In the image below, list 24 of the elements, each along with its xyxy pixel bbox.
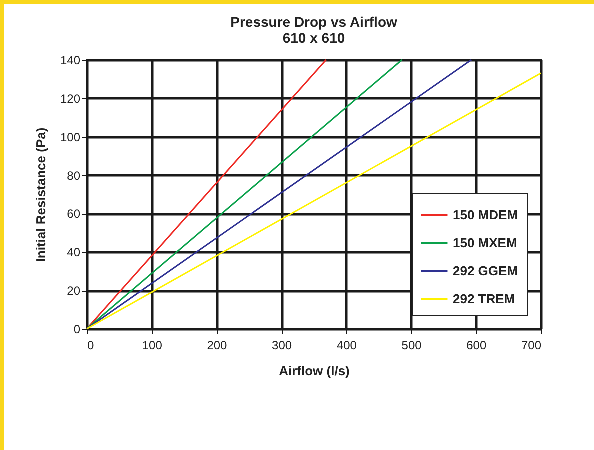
legend-label: 292 TREM	[453, 292, 516, 306]
legend-label: 150 MXEM	[453, 236, 518, 250]
y-tick-label: 80	[67, 168, 81, 183]
x-tick-label: 0	[88, 338, 94, 352]
x-tick-label: 700	[521, 338, 542, 352]
x-tick-label: 200	[207, 338, 228, 352]
x-axis-title: Airflow (l/s)	[279, 364, 350, 378]
legend-label: 150 MDEM	[453, 208, 518, 222]
y-tick-label: 100	[60, 130, 81, 144]
y-tick-label: 20	[67, 284, 81, 298]
y-tick-label: 140	[60, 54, 81, 68]
y-tick-label: 120	[60, 92, 81, 106]
x-tick-label: 400	[336, 338, 358, 352]
y-tick-label: 0	[74, 322, 81, 336]
chart-title: Pressure Drop vs Airflow	[230, 14, 398, 30]
x-tick-label: 500	[402, 338, 422, 352]
x-tick-label: 600	[466, 338, 487, 352]
x-tick-label: 300	[272, 338, 292, 352]
y-tick-label: 40	[67, 246, 81, 260]
y-axis-title: Initial Resistance (Pa)	[33, 128, 48, 262]
y-tick-label: 60	[67, 207, 81, 222]
x-tick-label: 100	[142, 338, 163, 352]
chart-subtitle: 610 x 610	[282, 30, 346, 46]
legend-label: 292 GGEM	[453, 264, 518, 278]
